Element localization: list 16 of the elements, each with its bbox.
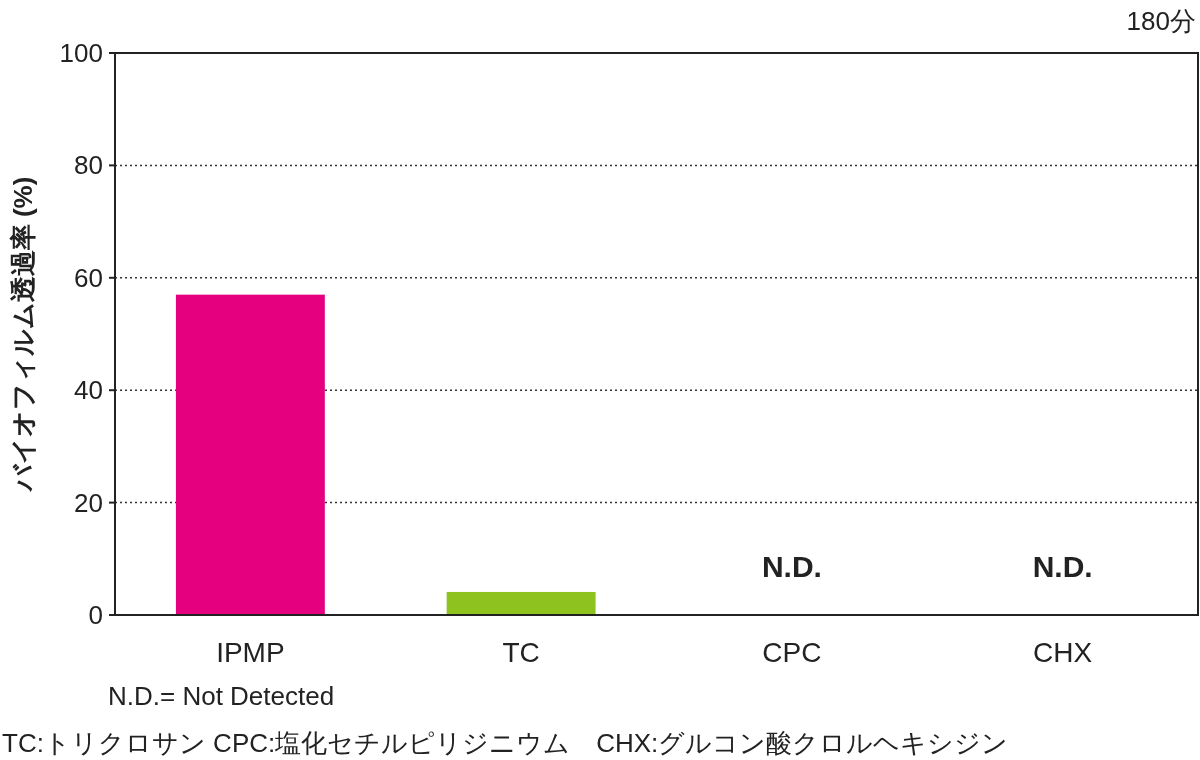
text: 180分 bbox=[1126, 6, 1196, 36]
x-tick-label: CPC bbox=[762, 637, 822, 668]
y-tick-label: 100 bbox=[59, 38, 103, 68]
y-tick-label: 60 bbox=[74, 262, 103, 293]
x-tick-label: CHX bbox=[1033, 637, 1093, 668]
text: N.D. bbox=[761, 550, 822, 583]
text: N.D.= Not Detected bbox=[108, 681, 335, 711]
text: TC:トリクロサン CPC:塩化セチルピリジニウム CHX:グルコン酸クロルヘキシジン bbox=[2, 728, 1009, 758]
x-tick-label: IPMP bbox=[216, 637, 285, 668]
x-tick-label: TC bbox=[502, 637, 540, 668]
y-tick-label: 80 bbox=[74, 150, 103, 181]
y-tick-label: 0 bbox=[88, 600, 103, 630]
y-tick-label: 20 bbox=[74, 487, 103, 518]
text: N.D. bbox=[1032, 550, 1093, 583]
y-tick-label: 40 bbox=[74, 375, 103, 406]
y-axis-title: バイオフィルム透過率 (%) bbox=[8, 176, 38, 494]
